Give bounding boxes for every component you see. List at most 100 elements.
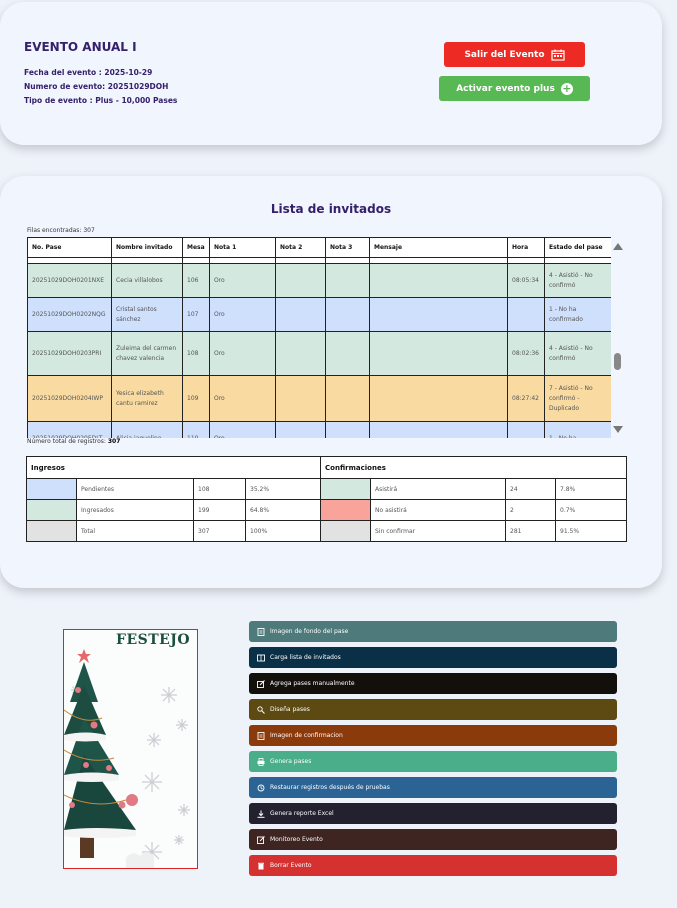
- cell-nota3: [325, 263, 370, 298]
- table-row[interactable]: 20251029DOH0205DLT Alicia jaqueline 110 Oro…: [27, 421, 611, 438]
- activate-plus-button[interactable]: Activar evento plus +: [439, 76, 590, 101]
- action-button[interactable]: Borrar Evento: [249, 855, 617, 876]
- action-button[interactable]: Genera pases: [249, 751, 617, 772]
- cell-mesa: 110: [182, 421, 210, 438]
- cell-nota2: [275, 421, 326, 438]
- monitor-icon: [257, 835, 265, 844]
- ingresos-title: Ingresos: [25, 456, 322, 479]
- guest-table-scrollbar[interactable]: [612, 239, 624, 437]
- cell-nota2: [275, 331, 326, 376]
- table-row[interactable]: 20251029DOH0202NQG Cristal santos sánchez…: [27, 297, 611, 332]
- ingresos-label: Pendientes: [76, 478, 194, 500]
- scroll-up-icon[interactable]: [613, 243, 623, 250]
- cell-nombre: Cristal santos sánchez: [111, 297, 183, 332]
- table-row[interactable]: 20251029DOH0201NXE Cecia villalobos 106 Oro…: [27, 263, 611, 298]
- ingresos-swatch: [26, 499, 77, 521]
- confirmaciones-count: 281: [505, 520, 557, 542]
- cell-hora: 08:05:34: [507, 263, 545, 298]
- poster-title: FESTEJO: [116, 632, 191, 648]
- exit-event-label: Salir del Evento: [464, 49, 545, 60]
- action-button[interactable]: Genera reporte Excel: [249, 803, 617, 824]
- cell-mesa: 109: [182, 375, 210, 422]
- plus-circle-icon: +: [560, 81, 573, 95]
- ingresos-swatch: [26, 520, 77, 542]
- action-button[interactable]: Agrega pases manualmente: [249, 673, 617, 694]
- confirmaciones-swatch: [320, 478, 372, 500]
- column-header[interactable]: Mensaje: [369, 237, 508, 258]
- edit-icon: [257, 679, 265, 688]
- action-button[interactable]: Carga lista de invitados: [249, 647, 617, 668]
- column-header[interactable]: No. Pase: [27, 237, 112, 258]
- column-header[interactable]: Nota 2: [275, 237, 326, 258]
- action-button-label: Genera reporte Excel: [270, 810, 334, 817]
- cell-pase: 20251029DOH0202NQG: [27, 297, 112, 332]
- cell-nota2: [275, 375, 326, 422]
- confirmaciones-pct: 7.8%: [555, 478, 628, 500]
- cell-mesa: 106: [182, 263, 210, 298]
- column-header[interactable]: Nota 3: [325, 237, 370, 258]
- event-header-card: [0, 2, 662, 145]
- column-header[interactable]: Estado del pase: [544, 237, 611, 258]
- confirmaciones-label: Sin confirmar: [370, 520, 507, 542]
- action-button[interactable]: Diseña pases: [249, 699, 617, 720]
- total-records-value: 307: [107, 438, 121, 445]
- christmas-tree-illustration: [64, 649, 190, 868]
- event-date: Fecha del evento : 2025-10-29: [24, 68, 153, 77]
- table-row[interactable]: 20251029DOH0203PRI Zuleima del carmen cha…: [27, 331, 611, 376]
- total-records: Número total de registros: 307: [27, 438, 120, 445]
- cell-hora: [507, 421, 545, 438]
- cell-nota3: [325, 331, 370, 376]
- scroll-thumb[interactable]: [614, 353, 621, 370]
- download-icon: [257, 810, 265, 818]
- action-button[interactable]: Imagen de confirmacion: [249, 725, 617, 746]
- summary-row: Pendientes 108 35.2% Asistirá 24 7.8%: [26, 478, 628, 500]
- ornament-icons: [69, 687, 138, 809]
- ingresos-pct: 100%: [244, 520, 322, 542]
- column-header[interactable]: Mesa: [182, 237, 210, 258]
- action-button[interactable]: Restaurar registros después de pruebas: [249, 777, 617, 798]
- guest-list-title: Lista de invitados: [270, 202, 392, 216]
- confirmaciones-pct: 0.7%: [555, 499, 628, 521]
- exit-event-button[interactable]: Salir del Evento: [444, 42, 585, 67]
- cell-nombre: Zuleima del carmen chavez valencia: [111, 331, 183, 376]
- trash-icon: [257, 862, 265, 870]
- activate-plus-label: Activar evento plus: [456, 83, 555, 94]
- exit-calendar-icon: [550, 49, 565, 61]
- cell-hora: 08:02:36: [507, 331, 545, 376]
- rows-found-count: Filas encontradas: 307: [27, 227, 95, 234]
- image-file-icon: [257, 731, 265, 740]
- ingresos-count: 199: [193, 499, 246, 521]
- confirmaciones-count: 2: [505, 499, 557, 521]
- confirmaciones-swatch: [320, 499, 372, 521]
- action-button[interactable]: Monitoreo Evento: [249, 829, 617, 850]
- cell-estado: 4 - Asistió - No confirmó: [544, 263, 611, 298]
- ingresos-label: Ingresados: [76, 499, 194, 521]
- cell-pase: 20251029DOH0201NXE: [27, 263, 112, 298]
- confirmaciones-label: Asistirá: [370, 478, 507, 500]
- table-row[interactable]: 20251029DOH0204IWP Yesica elizabeth cantu…: [27, 375, 611, 422]
- action-button-label: Diseña pases: [270, 706, 310, 713]
- guest-table-body: 20251029DOH0201NXE Cecia villalobos 106 Oro…: [27, 257, 611, 438]
- ingresos-count: 108: [193, 478, 246, 500]
- column-header[interactable]: Hora: [507, 237, 545, 258]
- cell-nota2: [275, 297, 326, 332]
- column-header[interactable]: Nombre invitado: [111, 237, 183, 258]
- cell-pase: 20251029DOH0204IWP: [27, 375, 112, 422]
- event-type: Tipo de evento : Plus - 10,000 Pases: [24, 96, 178, 105]
- scroll-down-icon[interactable]: [613, 426, 623, 433]
- event-title: EVENTO ANUAL I: [24, 40, 137, 54]
- action-button[interactable]: Imagen de fondo del pase: [249, 621, 617, 642]
- cell-hora: 08:27:42: [507, 375, 545, 422]
- summary-row: Ingresados 199 64.8% No asistirá 2 0.7%: [26, 499, 628, 521]
- restore-icon: [257, 784, 265, 792]
- confirmaciones-label: No asistirá: [370, 499, 507, 521]
- cell-pase: 20251029DOH0205DLT: [27, 421, 112, 438]
- column-header[interactable]: Nota 1: [209, 237, 276, 258]
- action-button-label: Restaurar registros después de pruebas: [270, 784, 390, 791]
- cell-estado: 1 - No ha: [544, 421, 611, 438]
- star-icon: [77, 649, 91, 663]
- summary-table: Ingresos Confirmaciones Pendientes 108 35.…: [25, 456, 628, 542]
